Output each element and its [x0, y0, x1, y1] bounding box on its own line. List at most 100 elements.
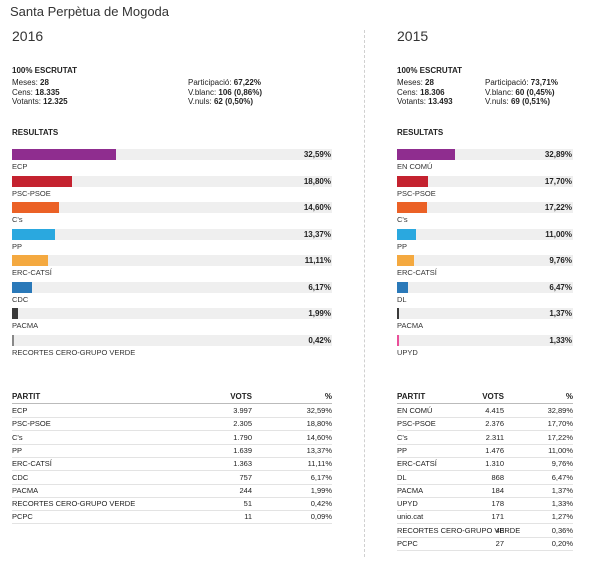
- cell-pct: 14,60%: [306, 432, 332, 442]
- cell-partit: UPYD: [397, 499, 418, 509]
- cell-pct: 1,99%: [310, 485, 332, 495]
- row-rule: [12, 483, 332, 485]
- bar-track: [12, 202, 332, 213]
- bar-category-label: EN COMÚ: [397, 162, 433, 171]
- bar-row: 1,33% UPYD: [397, 334, 573, 362]
- row-rule: [397, 443, 573, 445]
- bar-track: [397, 308, 573, 319]
- bar-category-label: PACMA: [397, 321, 424, 330]
- table-row: ECP 3.997 32,59%: [12, 405, 332, 418]
- cell-partit: PSC-PSOE: [12, 419, 51, 429]
- bar-track: [397, 334, 573, 346]
- page-title: Santa Perpètua de Mogoda: [10, 4, 170, 19]
- cell-vots: 51: [243, 499, 252, 509]
- cell-pct: 1,37%: [551, 485, 573, 495]
- bar-row: 6,17% CDC: [12, 281, 332, 309]
- bar-category-label: PP: [12, 241, 23, 251]
- resultats-heading: RESULTATS: [12, 128, 59, 137]
- table-row: ERC-CATSÍ 1.310 9,76%: [397, 458, 573, 472]
- cell-vots: 178: [491, 499, 504, 509]
- cell-partit: PP: [397, 445, 408, 455]
- bar-value-label: 11,00%: [545, 229, 572, 239]
- cell-vots: 48: [495, 525, 504, 535]
- bar-track: [397, 228, 573, 240]
- table-row: C's 1.790 14,60%: [12, 432, 332, 445]
- cell-vots: 11: [244, 512, 252, 522]
- bar-row: 9,76% ERC-CATSÍ: [397, 255, 573, 282]
- table-row: PACMA 184 1,37%: [397, 485, 573, 498]
- bar-category-label: C's: [12, 215, 23, 224]
- table-row: UPYD 178 1,33%: [397, 498, 573, 512]
- row-rule: [12, 443, 332, 445]
- cell-partit: ERC-CATSÍ: [397, 459, 437, 469]
- year-title: 2015: [397, 28, 429, 44]
- col-header-partit: PARTIT: [397, 392, 426, 401]
- table-row: CDC 757 6,17%: [12, 472, 332, 485]
- row-rule: [397, 510, 573, 512]
- stat-meses: Meses: 28: [12, 78, 49, 87]
- cell-pct: 32,59%: [306, 406, 332, 415]
- bar-row: 18,80% PSC-PSOE: [12, 175, 332, 203]
- cell-pct: 9,76%: [551, 459, 573, 469]
- stat-vblanc: V.blanc: 106 (0,86%): [188, 87, 262, 97]
- bar: [397, 149, 455, 160]
- bar: [12, 281, 32, 293]
- cell-pct: 0,36%: [551, 525, 573, 535]
- cell-partit: PCPC: [12, 512, 33, 522]
- table-row: PP 1.476 11,00%: [397, 445, 573, 458]
- cell-pct: 0,09%: [310, 512, 332, 522]
- cell-partit: RECORTES CERO-GRUPO VERDE: [12, 499, 136, 509]
- stat-participacio: Participació: 67,22%: [188, 78, 261, 87]
- bar-track: [12, 228, 332, 240]
- resultats-heading: RESULTATS: [397, 128, 444, 137]
- cell-partit: CDC: [12, 472, 29, 482]
- bar-category-label: CDC: [12, 294, 29, 304]
- cell-partit: PP: [12, 445, 23, 455]
- bar-track: [397, 202, 573, 213]
- cell-vots: 757: [239, 472, 252, 482]
- cell-partit: PCPC: [397, 539, 418, 548]
- bar-category-label: PACMA: [12, 321, 39, 330]
- cell-pct: 17,22%: [547, 432, 573, 442]
- cell-vots: 27: [495, 539, 504, 548]
- bar-value-label: 11,11%: [304, 256, 331, 265]
- bar-value-label: 6,47%: [549, 282, 572, 292]
- bar-track: [12, 308, 332, 319]
- table-row: unio.cat 171 1,27%: [397, 511, 573, 525]
- cell-partit: PSC-PSOE: [397, 419, 436, 429]
- bar-category-label: ECP: [12, 162, 28, 171]
- escrutat-label: 100% ESCRUTAT: [12, 66, 78, 75]
- cell-vots: 184: [491, 485, 504, 495]
- bar-row: 1,99% PACMA: [12, 308, 332, 335]
- bar-row: 6,47% DL: [397, 281, 573, 309]
- bar-value-label: 32,89%: [544, 150, 572, 159]
- cell-vots: 1.310: [485, 459, 504, 469]
- bar-value-label: 1,33%: [549, 335, 572, 345]
- bar-value-label: 17,70%: [544, 176, 572, 186]
- row-rule: [12, 417, 332, 418]
- table-row: PACMA 244 1,99%: [12, 485, 332, 498]
- bar-track: [12, 255, 332, 266]
- bar: [397, 175, 429, 187]
- cell-partit: EN COMÚ: [397, 406, 433, 415]
- cell-vots: 1.790: [233, 432, 252, 442]
- escrutat-label: 100% ESCRUTAT: [397, 66, 463, 75]
- cell-partit: PACMA: [397, 485, 424, 495]
- cell-partit: PACMA: [12, 485, 39, 495]
- cell-pct: 6,17%: [310, 472, 332, 482]
- bar-value-label: 1,99%: [308, 309, 331, 318]
- table-row: PSC-PSOE 2.376 17,70%: [397, 418, 573, 432]
- header-rule: [397, 403, 573, 404]
- row-rule: [397, 550, 573, 551]
- row-rule: [397, 483, 573, 485]
- cell-partit: unio.cat: [397, 512, 424, 522]
- col-header-pct: %: [565, 392, 573, 401]
- bar-row: 17,22% C's: [397, 202, 573, 229]
- table-row: PSC-PSOE 2.305 18,80%: [12, 418, 332, 432]
- col-header-vots: VOTS: [230, 392, 252, 401]
- bar-value-label: 6,17%: [308, 282, 331, 292]
- cell-pct: 1,33%: [551, 499, 573, 509]
- cell-pct: 1,27%: [551, 512, 573, 522]
- year-title: 2016: [12, 28, 44, 44]
- panel-2016: 2016 100% ESCRUTAT Meses: 28 Cens: 18.33…: [12, 28, 332, 525]
